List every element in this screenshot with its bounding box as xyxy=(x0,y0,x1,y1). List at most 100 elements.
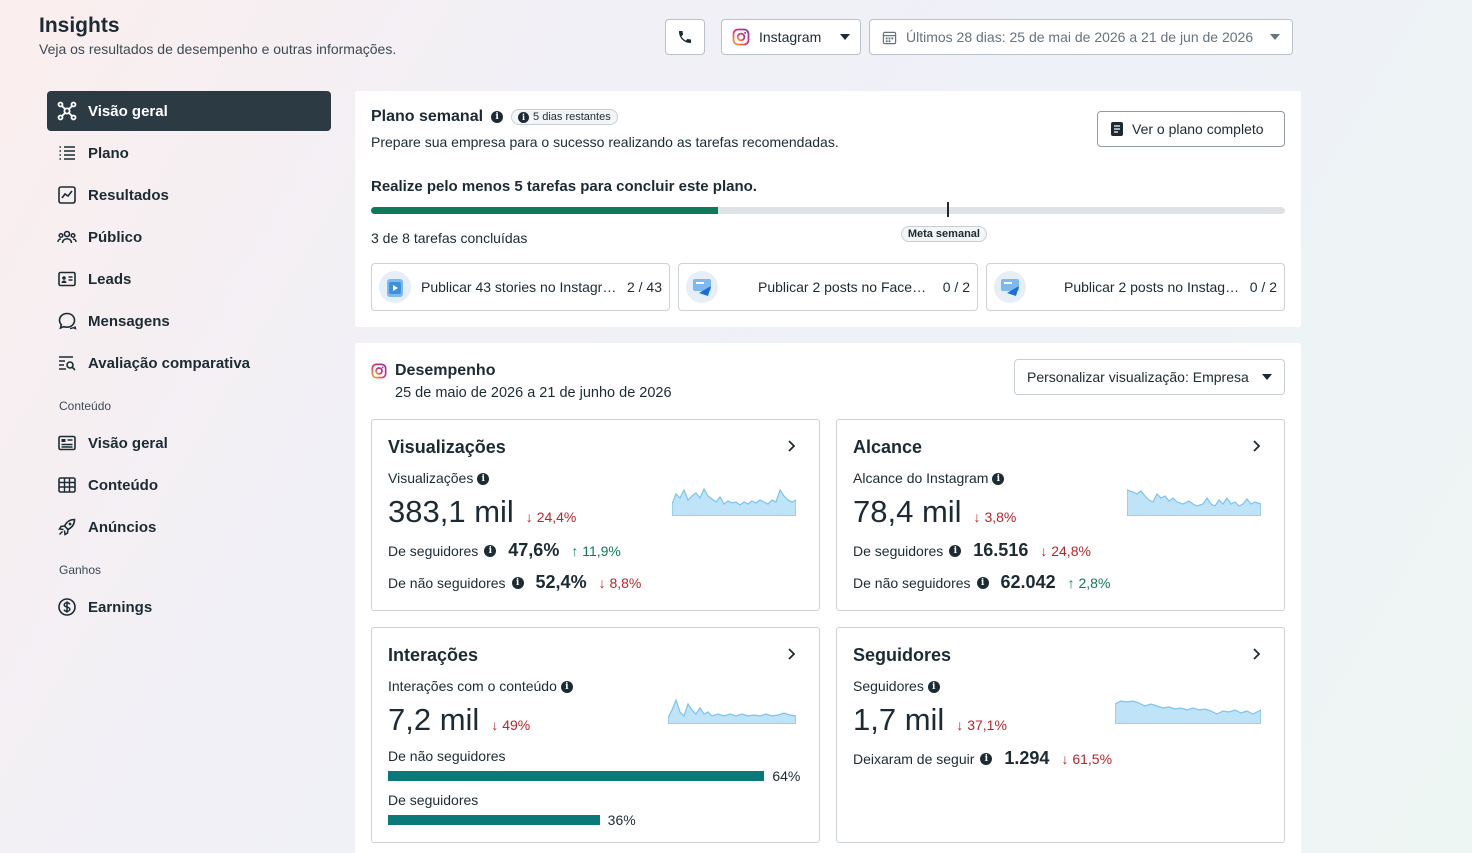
sidebar-item-content[interactable]: Conteúdo xyxy=(47,465,331,505)
date-range-label: Últimos 28 dias: 25 de mai de 2026 a 21 … xyxy=(906,29,1254,45)
view-full-plan-label: Ver o plano completo xyxy=(1132,121,1264,137)
sidebar-item-leads[interactable]: Leads xyxy=(47,259,331,299)
info-icon[interactable]: i xyxy=(927,681,940,694)
plan-description: Prepare sua empresa para o sucesso reali… xyxy=(371,134,839,150)
customize-view-label: Personalizar visualização: Empresa xyxy=(1027,369,1249,385)
info-icon[interactable]: i xyxy=(560,681,573,694)
interactions-card[interactable]: Interações Interações com o conteúdo i 7… xyxy=(371,627,820,843)
list-icon xyxy=(59,146,75,160)
views-nonfollowers-row: De não seguidores i 52,4% ↓ 8,8% xyxy=(388,572,641,593)
sidebar-item-earnings[interactable]: Earnings xyxy=(47,587,331,627)
followers-value-row: 1,7 mil ↓ 37,1% xyxy=(853,702,1007,738)
plan-progress-bar xyxy=(371,202,1285,217)
followers-value: 1,7 mil xyxy=(853,702,945,737)
row-label: De não seguidores xyxy=(853,574,971,591)
sidebar-item-label: Plano xyxy=(88,144,129,162)
badge-label: 5 dias restantes xyxy=(533,111,611,123)
task-label: Publicar 2 posts no Instagram xyxy=(1064,279,1240,295)
reach-followers-row: De seguidores i 16.516 ↓ 24,8% xyxy=(853,540,1091,561)
bar-label: De seguidores xyxy=(388,792,479,808)
sidebar-item-content-overview[interactable]: Visão geral xyxy=(47,423,331,463)
info-icon[interactable]: i xyxy=(484,544,497,557)
calendar-icon xyxy=(882,31,897,44)
sidebar-item-benchmark[interactable]: Avaliação comparativa xyxy=(47,343,331,383)
contact-card-icon xyxy=(58,271,76,287)
chevron-right-icon[interactable] xyxy=(786,647,798,661)
reach-sparkline xyxy=(1127,489,1261,516)
call-button[interactable] xyxy=(665,19,705,55)
sidebar-item-audience[interactable]: Público xyxy=(47,217,331,257)
goal-marker xyxy=(946,202,949,217)
views-card[interactable]: Visualizações Visualizações i 383,1 mil … xyxy=(371,419,820,611)
customize-view-select[interactable]: Personalizar visualização: Empresa xyxy=(1014,359,1285,395)
row-value: 52,4% xyxy=(535,572,587,592)
info-icon[interactable]: i xyxy=(477,473,490,486)
hub-icon xyxy=(57,101,77,121)
page-subtitle: Veja os resultados de desempenho e outra… xyxy=(39,41,397,57)
row-change: ↓ 24,8% xyxy=(1040,542,1091,559)
row-label: De seguidores xyxy=(388,542,479,559)
view-full-plan-button[interactable]: Ver o plano completo xyxy=(1097,111,1285,147)
dollar-icon xyxy=(58,598,76,616)
grid-icon xyxy=(58,477,76,493)
chevron-right-icon[interactable] xyxy=(1251,647,1263,661)
info-icon[interactable]: i xyxy=(992,473,1005,486)
followers-card[interactable]: Seguidores Seguidores i 1,7 mil ↓ 37,1% … xyxy=(836,627,1285,843)
phone-icon xyxy=(679,31,691,43)
row-value: 1.294 xyxy=(1004,748,1050,768)
date-range-select[interactable]: Últimos 28 dias: 25 de mai de 2026 a 21 … xyxy=(869,19,1293,55)
sidebar-item-ads[interactable]: Anúncios xyxy=(47,507,331,547)
people-icon xyxy=(57,230,77,244)
row-change-value: 2,8% xyxy=(1078,574,1111,591)
task-count: 2 / 43 xyxy=(626,279,662,295)
interactions-change: ↓ 49% xyxy=(491,717,531,733)
page-title: Insights xyxy=(39,14,120,37)
progress-text: 3 de 8 tarefas concluídas xyxy=(371,230,528,246)
reach-value: 78,4 mil xyxy=(853,494,962,529)
info-icon: i xyxy=(518,111,530,123)
sidebar-item-messages[interactable]: Mensagens xyxy=(47,301,331,341)
sidebar-item-label: Conteúdo xyxy=(88,476,158,494)
chevron-down-icon xyxy=(1262,374,1272,380)
bar-label: De não seguidores xyxy=(388,748,506,764)
sidebar: Visão geral Plano Resultados Público Lea… xyxy=(47,91,331,631)
info-icon[interactable]: i xyxy=(511,576,524,589)
views-sparkline xyxy=(672,487,796,516)
sidebar-item-label: Visão geral xyxy=(88,434,168,452)
info-icon[interactable]: i xyxy=(949,544,962,557)
views-change-value: 24,4% xyxy=(536,509,577,525)
task-item[interactable]: Publicar 2 posts no Instagram 0 / 2 xyxy=(986,263,1285,311)
sidebar-item-overview[interactable]: Visão geral xyxy=(47,91,331,131)
chevron-right-icon[interactable] xyxy=(786,439,798,453)
goal-label: Meta semanal xyxy=(900,226,987,242)
views-value-row: 383,1 mil ↓ 24,4% xyxy=(388,494,576,530)
task-label: Publicar 2 posts no Facebook xyxy=(758,279,933,295)
platform-select[interactable]: Instagram xyxy=(721,19,861,55)
info-icon[interactable]: i xyxy=(980,752,993,765)
followers-label-text: Seguidores xyxy=(853,678,924,694)
task-item[interactable]: Publicar 2 posts no Facebook 0 / 2 xyxy=(678,263,978,311)
row-change-value: 61,5% xyxy=(1072,750,1113,767)
chart-icon xyxy=(58,186,76,204)
performance-date: 25 de maio de 2026 a 21 de junho de 2026 xyxy=(395,385,672,401)
info-icon[interactable]: i xyxy=(491,111,504,123)
task-item[interactable]: Publicar 43 stories no Instagram 2 / 43 xyxy=(371,263,670,311)
sidebar-item-label: Resultados xyxy=(88,186,169,204)
info-icon[interactable]: i xyxy=(976,576,989,589)
interactions-title: Interações xyxy=(388,645,479,665)
plan-goal: Realize pelo menos 5 tarefas para conclu… xyxy=(371,178,757,195)
interactions-sparkline xyxy=(668,698,796,724)
stories-icon xyxy=(379,271,411,303)
chat-icon xyxy=(58,312,77,330)
sidebar-item-results[interactable]: Resultados xyxy=(47,175,331,215)
row-change-value: 11,9% xyxy=(582,542,621,559)
row-label: De seguidores xyxy=(853,542,944,559)
followers-sparkline xyxy=(1115,700,1261,724)
sidebar-item-plan[interactable]: Plano xyxy=(47,133,331,173)
interactions-value: 7,2 mil xyxy=(388,702,480,737)
bar-percent: 64% xyxy=(772,768,801,784)
reach-card[interactable]: Alcance Alcance do Instagram i 78,4 mil … xyxy=(836,419,1285,611)
reach-label-text: Alcance do Instagram xyxy=(853,470,989,486)
chevron-right-icon[interactable] xyxy=(1251,439,1263,453)
